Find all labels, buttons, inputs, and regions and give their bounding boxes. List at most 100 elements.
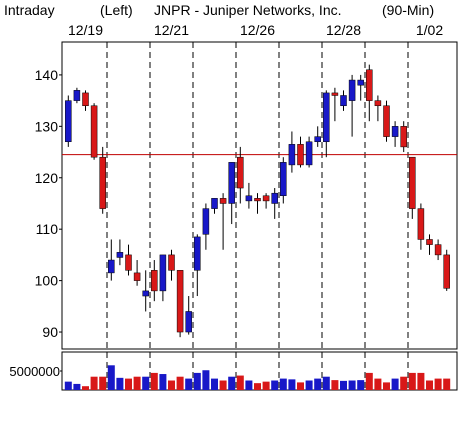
candle-body bbox=[185, 311, 192, 333]
volume-bar bbox=[236, 375, 244, 390]
candle-body bbox=[228, 162, 235, 204]
volume-bar bbox=[262, 381, 270, 390]
volume-bar bbox=[133, 376, 141, 390]
volume-bar bbox=[90, 376, 98, 390]
volume-bar bbox=[125, 378, 132, 390]
volume-bar bbox=[150, 372, 158, 390]
candle-body bbox=[194, 236, 201, 271]
candle-body bbox=[400, 126, 407, 148]
volume-bar bbox=[193, 372, 201, 390]
candle-body bbox=[237, 156, 244, 189]
volume-bar bbox=[391, 378, 399, 390]
y-tick-label: 100 bbox=[35, 273, 59, 289]
volume-bar bbox=[279, 378, 287, 390]
y-tick-label: 110 bbox=[36, 221, 59, 237]
volume-bar bbox=[305, 380, 313, 390]
candle-body bbox=[168, 254, 175, 271]
volume-bar bbox=[417, 372, 425, 390]
candle-body bbox=[90, 105, 98, 158]
volume-bar bbox=[73, 383, 81, 390]
candle-body bbox=[159, 254, 167, 292]
candle-body bbox=[314, 136, 321, 143]
volume-bar bbox=[202, 370, 210, 390]
candle-body bbox=[262, 195, 270, 202]
candle-body bbox=[271, 192, 278, 204]
candle-body bbox=[383, 105, 390, 137]
candle-body bbox=[434, 244, 442, 256]
candle-body bbox=[391, 126, 399, 137]
candle-body bbox=[323, 92, 330, 143]
volume-bar bbox=[168, 380, 175, 390]
candle-body bbox=[211, 198, 218, 209]
volume-bar bbox=[219, 380, 227, 390]
volume-bar bbox=[254, 383, 261, 390]
volume-bar bbox=[211, 378, 218, 390]
candle-body bbox=[65, 100, 72, 143]
candle-body bbox=[125, 254, 132, 271]
candle-body bbox=[340, 95, 347, 107]
candle-body bbox=[348, 79, 356, 101]
candle-body bbox=[176, 270, 184, 333]
candle-body bbox=[288, 144, 296, 166]
volume-bar bbox=[271, 380, 279, 390]
volume-bar bbox=[142, 376, 150, 390]
x-tick-label: 1/02 bbox=[416, 22, 443, 38]
candle-body bbox=[108, 259, 115, 274]
volume-bar bbox=[64, 381, 72, 390]
x-tick-label: 12/19 bbox=[68, 22, 103, 38]
volume-bar bbox=[185, 378, 193, 390]
volume-bar bbox=[176, 376, 184, 390]
volume-bar bbox=[434, 378, 442, 390]
x-tick-label: 12/21 bbox=[154, 22, 189, 38]
x-tick-label: 12/26 bbox=[240, 22, 275, 38]
candle-body bbox=[409, 156, 416, 209]
candle-body bbox=[99, 156, 106, 209]
title-interval: (90-Min) bbox=[382, 2, 434, 18]
chart-title: JNPR - Juniper Networks, Inc. bbox=[154, 2, 342, 18]
volume-tick-label: 5000000 bbox=[9, 364, 60, 379]
volume-bar bbox=[297, 382, 304, 390]
volume-bar bbox=[443, 378, 451, 390]
volume-bar bbox=[357, 380, 365, 390]
volume-bar bbox=[107, 365, 115, 390]
volume-bar bbox=[426, 380, 433, 390]
candle-body bbox=[245, 195, 253, 202]
candle-body bbox=[331, 92, 339, 96]
candle-body bbox=[151, 270, 158, 292]
y-tick-label: 90 bbox=[42, 324, 58, 340]
y-tick-label: 120 bbox=[35, 170, 59, 186]
candle-body bbox=[297, 144, 304, 166]
y-tick-label: 140 bbox=[35, 67, 59, 83]
candle-body bbox=[305, 141, 313, 166]
candle-body bbox=[443, 254, 450, 289]
volume-bar bbox=[245, 380, 253, 390]
candle-body bbox=[254, 198, 261, 202]
price-frame bbox=[61, 41, 458, 350]
candle-body bbox=[357, 79, 364, 86]
candle-body bbox=[73, 90, 81, 101]
volume-bar bbox=[331, 380, 339, 390]
volume-bar bbox=[340, 380, 347, 390]
volume-bar bbox=[116, 377, 124, 390]
candle-body bbox=[202, 208, 210, 235]
candle-body bbox=[142, 290, 149, 297]
candle-body bbox=[116, 252, 124, 258]
volume-bar bbox=[228, 376, 236, 390]
volume-bar bbox=[408, 372, 416, 390]
volume-bar bbox=[314, 378, 322, 390]
volume-bar bbox=[348, 380, 356, 390]
volume-bar bbox=[159, 374, 167, 390]
volume-bar bbox=[322, 376, 330, 390]
y-tick-label: 130 bbox=[35, 118, 59, 134]
candle-body bbox=[219, 198, 227, 204]
candle-body bbox=[133, 272, 141, 281]
volume-bar bbox=[383, 382, 390, 390]
candle-body bbox=[280, 162, 287, 197]
volume-bar bbox=[374, 378, 382, 390]
x-tick-label: 12/28 bbox=[326, 22, 361, 38]
volume-bar bbox=[400, 376, 408, 390]
candle-body bbox=[426, 239, 433, 245]
title-axis: (Left) bbox=[100, 2, 133, 18]
volume-bar bbox=[365, 372, 373, 390]
